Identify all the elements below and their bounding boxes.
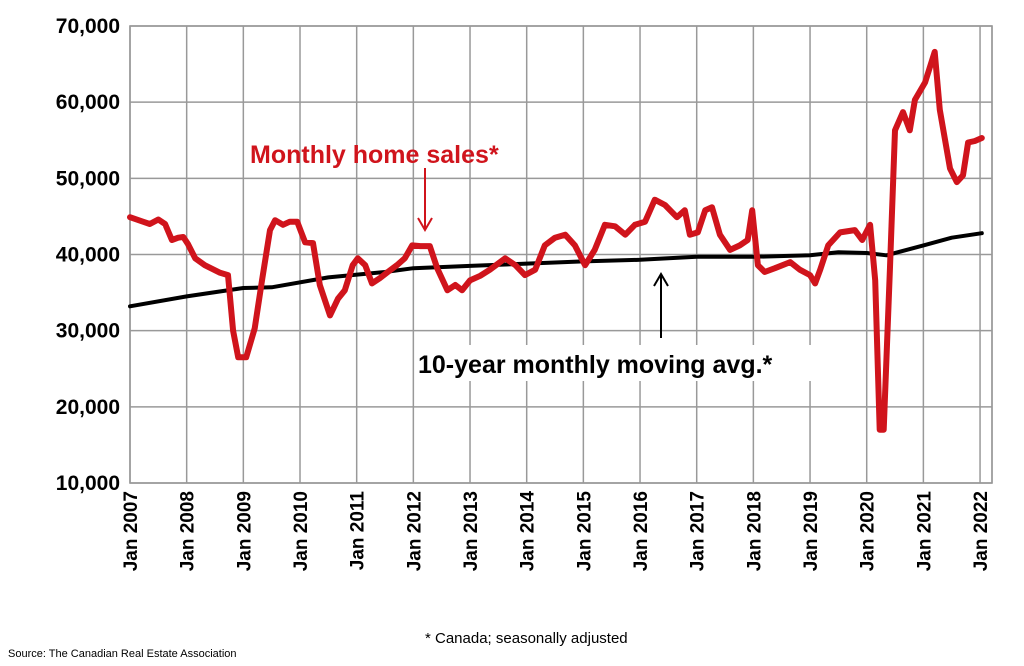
y-tick-label: 70,000: [56, 15, 120, 38]
y-tick-label: 40,000: [56, 244, 120, 267]
sales-arrow-head-icon: [417, 217, 433, 232]
sales-annotation-label: Monthly home sales*: [250, 141, 499, 169]
footnote: * Canada; seasonally adjusted: [425, 630, 628, 647]
avg-annotation-label: 10-year monthly moving avg.*: [418, 351, 773, 379]
x-tick-label: Jan 2016: [631, 491, 652, 571]
series-lines: [127, 48, 985, 433]
y-tick-label: 10,000: [56, 472, 120, 495]
x-tick-label: Jan 2010: [291, 491, 312, 571]
x-tick-label: Jan 2015: [574, 491, 595, 572]
y-tick-label: 30,000: [56, 320, 120, 343]
x-tick-label: Jan 2012: [404, 491, 425, 571]
avg-arrow-head-icon: [653, 272, 669, 287]
annotations: Monthly home sales* 10-year monthly movi…: [250, 141, 835, 381]
x-tick-label: Jan 2021: [914, 491, 935, 572]
x-tick-label: Jan 2019: [801, 491, 822, 571]
y-axis-ticks: 10,000 20,000 30,000 40,000 50,000 60,000 70,0…: [56, 15, 120, 495]
x-tick-label: Jan 2017: [688, 491, 709, 571]
source-note: Source: The Canadian Real Estate Associa…: [8, 648, 237, 660]
x-tick-label: Jan 2007: [121, 491, 142, 571]
avg-label-background: [415, 345, 835, 381]
x-tick-label: Jan 2020: [858, 491, 879, 571]
y-tick-label: 50,000: [56, 167, 120, 190]
x-tick-label: Jan 2013: [461, 491, 482, 571]
moving-average-line: [128, 231, 984, 309]
y-tick-label: 60,000: [56, 91, 120, 114]
x-tick-label: Jan 2022: [971, 491, 992, 571]
x-tick-label: Jan 2014: [518, 491, 539, 572]
y-tick-label: 20,000: [56, 396, 120, 419]
x-tick-label: Jan 2011: [348, 491, 369, 571]
x-tick-label: Jan 2009: [234, 491, 255, 571]
x-tick-label: Jan 2018: [744, 491, 765, 571]
x-axis-ticks: Jan 2007 Jan 2008 Jan 2009 Jan 2010 Jan 2011…: [121, 491, 992, 572]
x-tick-label: Jan 2008: [178, 491, 199, 571]
monthly-sales-line: [127, 48, 985, 433]
